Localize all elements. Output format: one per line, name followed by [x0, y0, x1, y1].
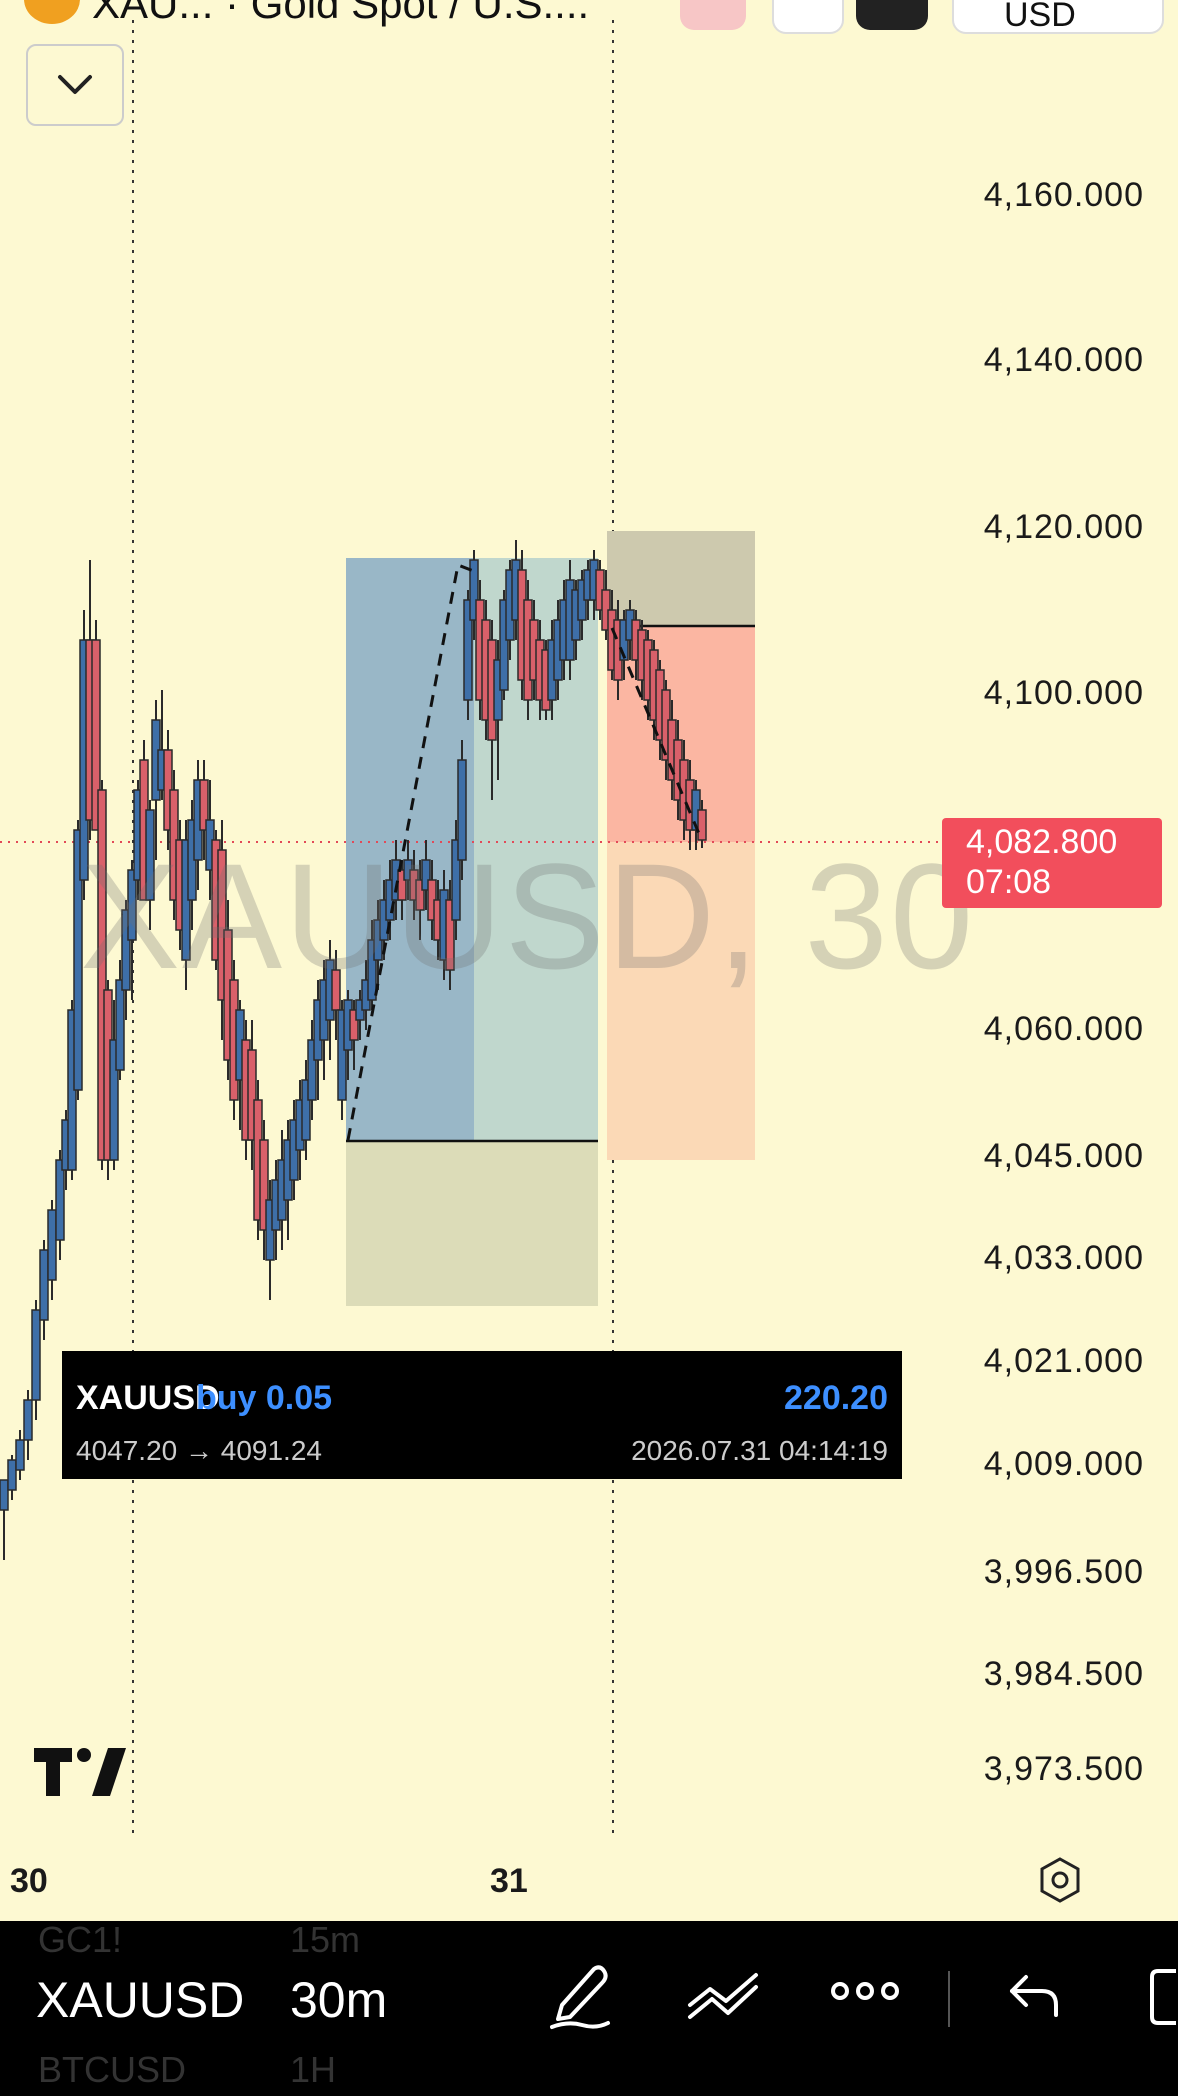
candle-body: [463, 599, 473, 701]
currency-label: USD: [1004, 0, 1076, 34]
candle-body: [199, 779, 209, 831]
trade-price-range: 4047.20 → 4091.24: [76, 1435, 322, 1466]
symbol-title[interactable]: XAU... · Gold Spot / U.S....: [92, 0, 590, 27]
symbol-watermark: XAUUSD, 30: [80, 832, 976, 1000]
price-chart[interactable]: [0, 0, 940, 1840]
candle-body: [217, 849, 227, 1001]
price-label: 4,045.000: [983, 1137, 1144, 1175]
undo-button[interactable]: [1008, 1973, 1060, 2017]
interval-picker-prev: 15m: [290, 1921, 361, 1960]
price-label: 4,100.000: [983, 674, 1144, 712]
trend-path: [346, 562, 477, 1141]
trade-timestamp: 2026.07.31 04:14:19: [631, 1435, 888, 1466]
toolbar-divider: [948, 1971, 950, 2027]
candle-body: [469, 559, 479, 621]
interval-picker[interactable]: 30m: [290, 1972, 388, 2028]
candle-body: [367, 939, 377, 1001]
drawing-tool-button[interactable]: [548, 1961, 612, 2031]
price-label: 3,984.500: [983, 1655, 1144, 1693]
chevron-down-icon: [58, 75, 92, 94]
interval-picker-next: 1H: [290, 2049, 337, 2090]
candle-body: [415, 879, 425, 911]
candle-body: [349, 1009, 359, 1041]
trade-pnl: 220.20: [784, 1379, 888, 1417]
current-price-tag: 4,082.800 07:08: [942, 818, 1162, 908]
candle-body: [451, 839, 461, 921]
fullscreen-button[interactable]: [1148, 1967, 1178, 2027]
fullscreen-icon: [1150, 1969, 1176, 2025]
candle-body: [301, 1079, 311, 1141]
alert-button[interactable]: [772, 0, 844, 34]
candle-body: [337, 1009, 347, 1101]
trend-line-icon: [688, 1973, 758, 2019]
candle-body: [127, 869, 137, 941]
price-axis[interactable]: 4,160.000 4,140.000 4,120.000 4,100.000 …: [940, 0, 1178, 1840]
price-label: 4,140.000: [983, 341, 1144, 379]
symbol-picker[interactable]: XAUUSD: [36, 1972, 245, 2028]
candle-body: [23, 1399, 33, 1441]
tradingview-logo-icon: [34, 1744, 126, 1798]
bar-countdown: 07:08: [966, 863, 1052, 901]
candle-body: [15, 1439, 25, 1471]
candle-body: [445, 899, 455, 971]
candle-body: [145, 809, 155, 901]
symbol-picker-next: BTCUSD: [38, 2049, 187, 2090]
more-tools-button[interactable]: [830, 1979, 900, 2003]
collapse-button[interactable]: [26, 44, 124, 126]
candle-body: [31, 1309, 41, 1401]
candle-body: [0, 1479, 9, 1511]
time-axis-label: 31: [490, 1862, 528, 1900]
candle-body: [259, 1139, 269, 1231]
candles: [0, 540, 707, 1560]
price-label: 3,996.500: [983, 1553, 1144, 1591]
currency-select[interactable]: USD: [952, 0, 1164, 34]
price-label: 4,021.000: [983, 1342, 1144, 1380]
candle-body: [55, 1159, 65, 1241]
candle-body: [91, 639, 101, 831]
price-label: 4,160.000: [983, 176, 1144, 214]
indicator-button[interactable]: [680, 0, 746, 30]
candle-body: [247, 1049, 257, 1141]
candle-body: [39, 1249, 49, 1321]
top-bar: XAU... · Gold Spot / U.S.... USD: [0, 0, 1178, 40]
candle-body: [457, 759, 467, 861]
price-label: 4,120.000: [983, 508, 1144, 546]
bottom-toolbar: GC1! 15m BTCUSD 1H XAUUSD 30m: [0, 1921, 1178, 2096]
candle-body: [47, 1209, 57, 1281]
price-label: 4,009.000: [983, 1445, 1144, 1483]
candle-body: [307, 1039, 317, 1101]
price-label: 3,973.500: [983, 1750, 1144, 1788]
candle-body: [697, 809, 707, 841]
price-label: 4,060.000: [983, 1010, 1144, 1048]
trend-path: [610, 627, 702, 837]
candle-body: [97, 789, 107, 1161]
candle-body: [331, 969, 341, 1011]
trade-side: buy 0.05: [196, 1379, 333, 1417]
candle-body: [499, 599, 509, 691]
long-stop-zone: [346, 1140, 598, 1306]
chart-settings-icon[interactable]: [1036, 1856, 1084, 1904]
candle-body: [421, 859, 431, 891]
layout-button[interactable]: [856, 0, 928, 30]
current-price-value: 4,082.800: [966, 823, 1118, 861]
time-axis-label: 30: [10, 1862, 48, 1900]
candle-body: [115, 979, 125, 1071]
trade-symbol: XAUUSD: [76, 1379, 220, 1417]
trend-line-button[interactable]: [686, 1961, 760, 2025]
pen-icon: [550, 1965, 610, 2029]
symbol-picker-prev: GC1!: [38, 1921, 123, 1960]
more-dots-icon: [831, 1982, 899, 2000]
candle-body: [121, 909, 131, 991]
candle-body: [73, 829, 83, 1091]
short-profit-zone: [607, 842, 755, 1160]
price-label: 4,033.000: [983, 1239, 1144, 1277]
candle-body: [109, 1039, 119, 1161]
trade-info-panel: XAUUSD buy 0.05 220.20 4047.20 → 4091.24…: [62, 1351, 902, 1479]
undo-icon: [1010, 1975, 1058, 2017]
candle-body: [7, 1459, 17, 1491]
